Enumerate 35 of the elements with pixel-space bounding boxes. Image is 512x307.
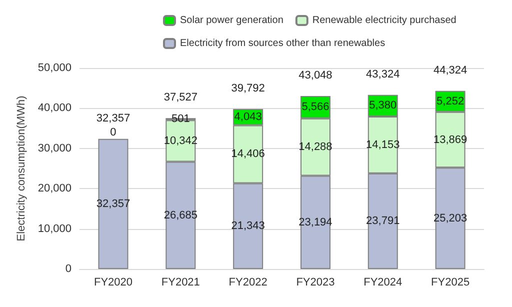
x-tick-label: FY2023 — [296, 276, 335, 288]
y-axis-title: Electricity consumption(MWh) — [16, 96, 28, 242]
data-label: 32,357 — [96, 198, 130, 210]
data-label: 21,343 — [231, 220, 265, 232]
legend-label: Renewable electricity purchased — [312, 15, 456, 26]
y-tick-label: 50,000 — [38, 62, 72, 74]
y-tick-label: 40,000 — [38, 102, 72, 114]
x-tick-label: FY2020 — [94, 276, 133, 288]
y-tick-label: 20,000 — [38, 182, 72, 195]
data-label: 23,194 — [298, 216, 332, 228]
y-tick-label: 30,000 — [38, 142, 72, 154]
legend-label: Solar power generation — [180, 15, 284, 26]
x-tick-label: FY2025 — [431, 276, 470, 288]
data-label: 5,380 — [369, 100, 397, 112]
total-label: 39,792 — [231, 82, 265, 95]
x-tick-label: FY2022 — [228, 276, 268, 288]
legend-label: Electricity from sources other than renewables — [180, 38, 386, 49]
data-label: 23,791 — [366, 215, 400, 228]
total-label: 44,324 — [433, 64, 468, 76]
x-tick-label: FY2024 — [364, 276, 402, 288]
x-tick-label: FY2021 — [161, 276, 200, 288]
data-label: 501 — [171, 113, 190, 126]
total-label: 37,527 — [164, 92, 198, 104]
y-tick-label: 0 — [65, 263, 72, 275]
data-label: 25,203 — [433, 212, 468, 224]
data-label: 4,043 — [234, 111, 262, 124]
data-label: 5,252 — [436, 95, 464, 108]
data-label: 5,566 — [302, 101, 330, 114]
total-label: 43,048 — [298, 69, 332, 82]
total-label: 32,357 — [96, 112, 130, 124]
y-tick-label: 10,000 — [38, 222, 72, 235]
total-label: 43,324 — [366, 68, 400, 80]
data-label: 0 — [110, 126, 116, 138]
data-label: 26,685 — [164, 209, 198, 222]
bar — [98, 138, 128, 269]
